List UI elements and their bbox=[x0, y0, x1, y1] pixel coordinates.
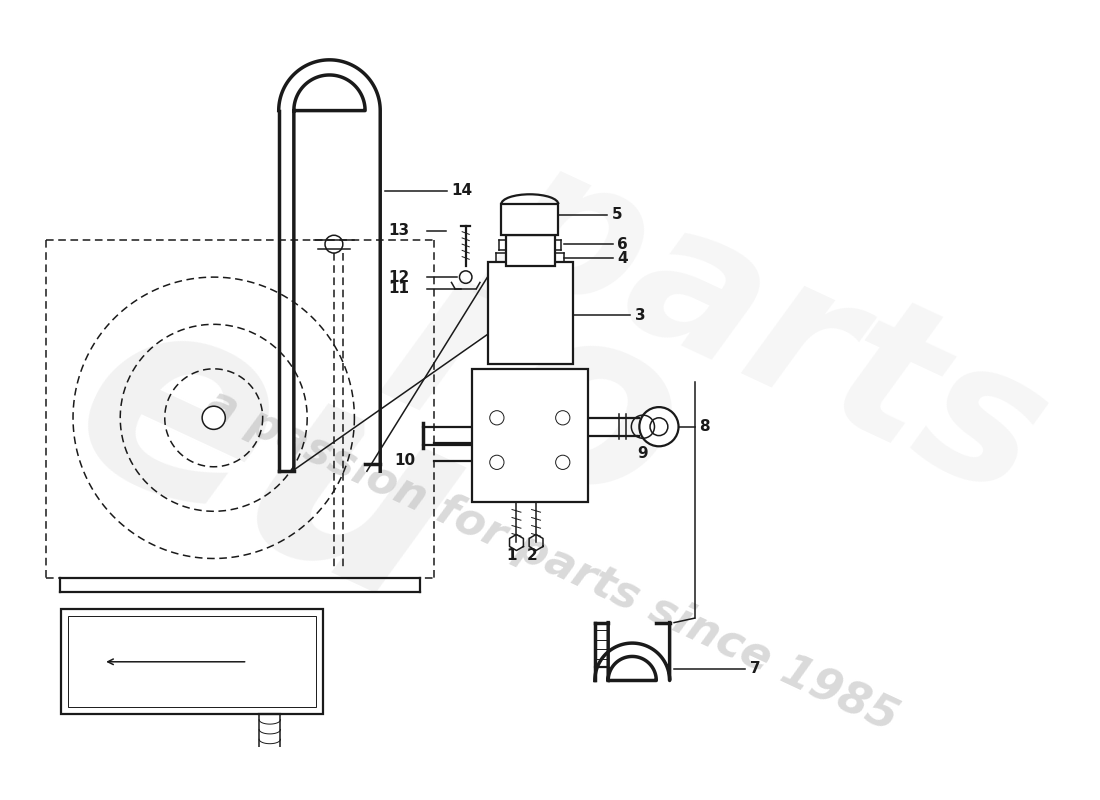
Bar bbox=[60, 610, 323, 714]
Bar bbox=[68, 616, 316, 707]
Text: 4: 4 bbox=[617, 251, 628, 266]
Text: 10: 10 bbox=[395, 453, 416, 468]
Text: 8: 8 bbox=[698, 419, 710, 434]
Text: 6: 6 bbox=[617, 237, 628, 252]
Text: 13: 13 bbox=[388, 223, 409, 238]
Text: 14: 14 bbox=[451, 183, 473, 198]
Bar bbox=[488, 262, 573, 364]
Circle shape bbox=[202, 406, 226, 430]
Text: a passion for parts since 1985: a passion for parts since 1985 bbox=[200, 381, 904, 740]
Text: 1: 1 bbox=[506, 548, 516, 563]
Text: 11: 11 bbox=[388, 281, 409, 296]
Circle shape bbox=[639, 407, 679, 446]
Polygon shape bbox=[278, 60, 381, 471]
Bar bbox=[502, 204, 559, 235]
Polygon shape bbox=[595, 622, 670, 681]
Text: 2: 2 bbox=[527, 548, 538, 563]
Text: 9: 9 bbox=[638, 446, 648, 461]
Bar bbox=[472, 369, 587, 502]
Text: ro: ro bbox=[350, 219, 719, 563]
Text: eu: eu bbox=[35, 258, 499, 666]
Text: 5: 5 bbox=[612, 207, 623, 222]
Text: 3: 3 bbox=[635, 308, 646, 323]
Text: parts: parts bbox=[474, 122, 1075, 535]
Text: 7: 7 bbox=[750, 662, 760, 677]
Bar bbox=[506, 235, 554, 266]
Text: 12: 12 bbox=[388, 270, 409, 285]
